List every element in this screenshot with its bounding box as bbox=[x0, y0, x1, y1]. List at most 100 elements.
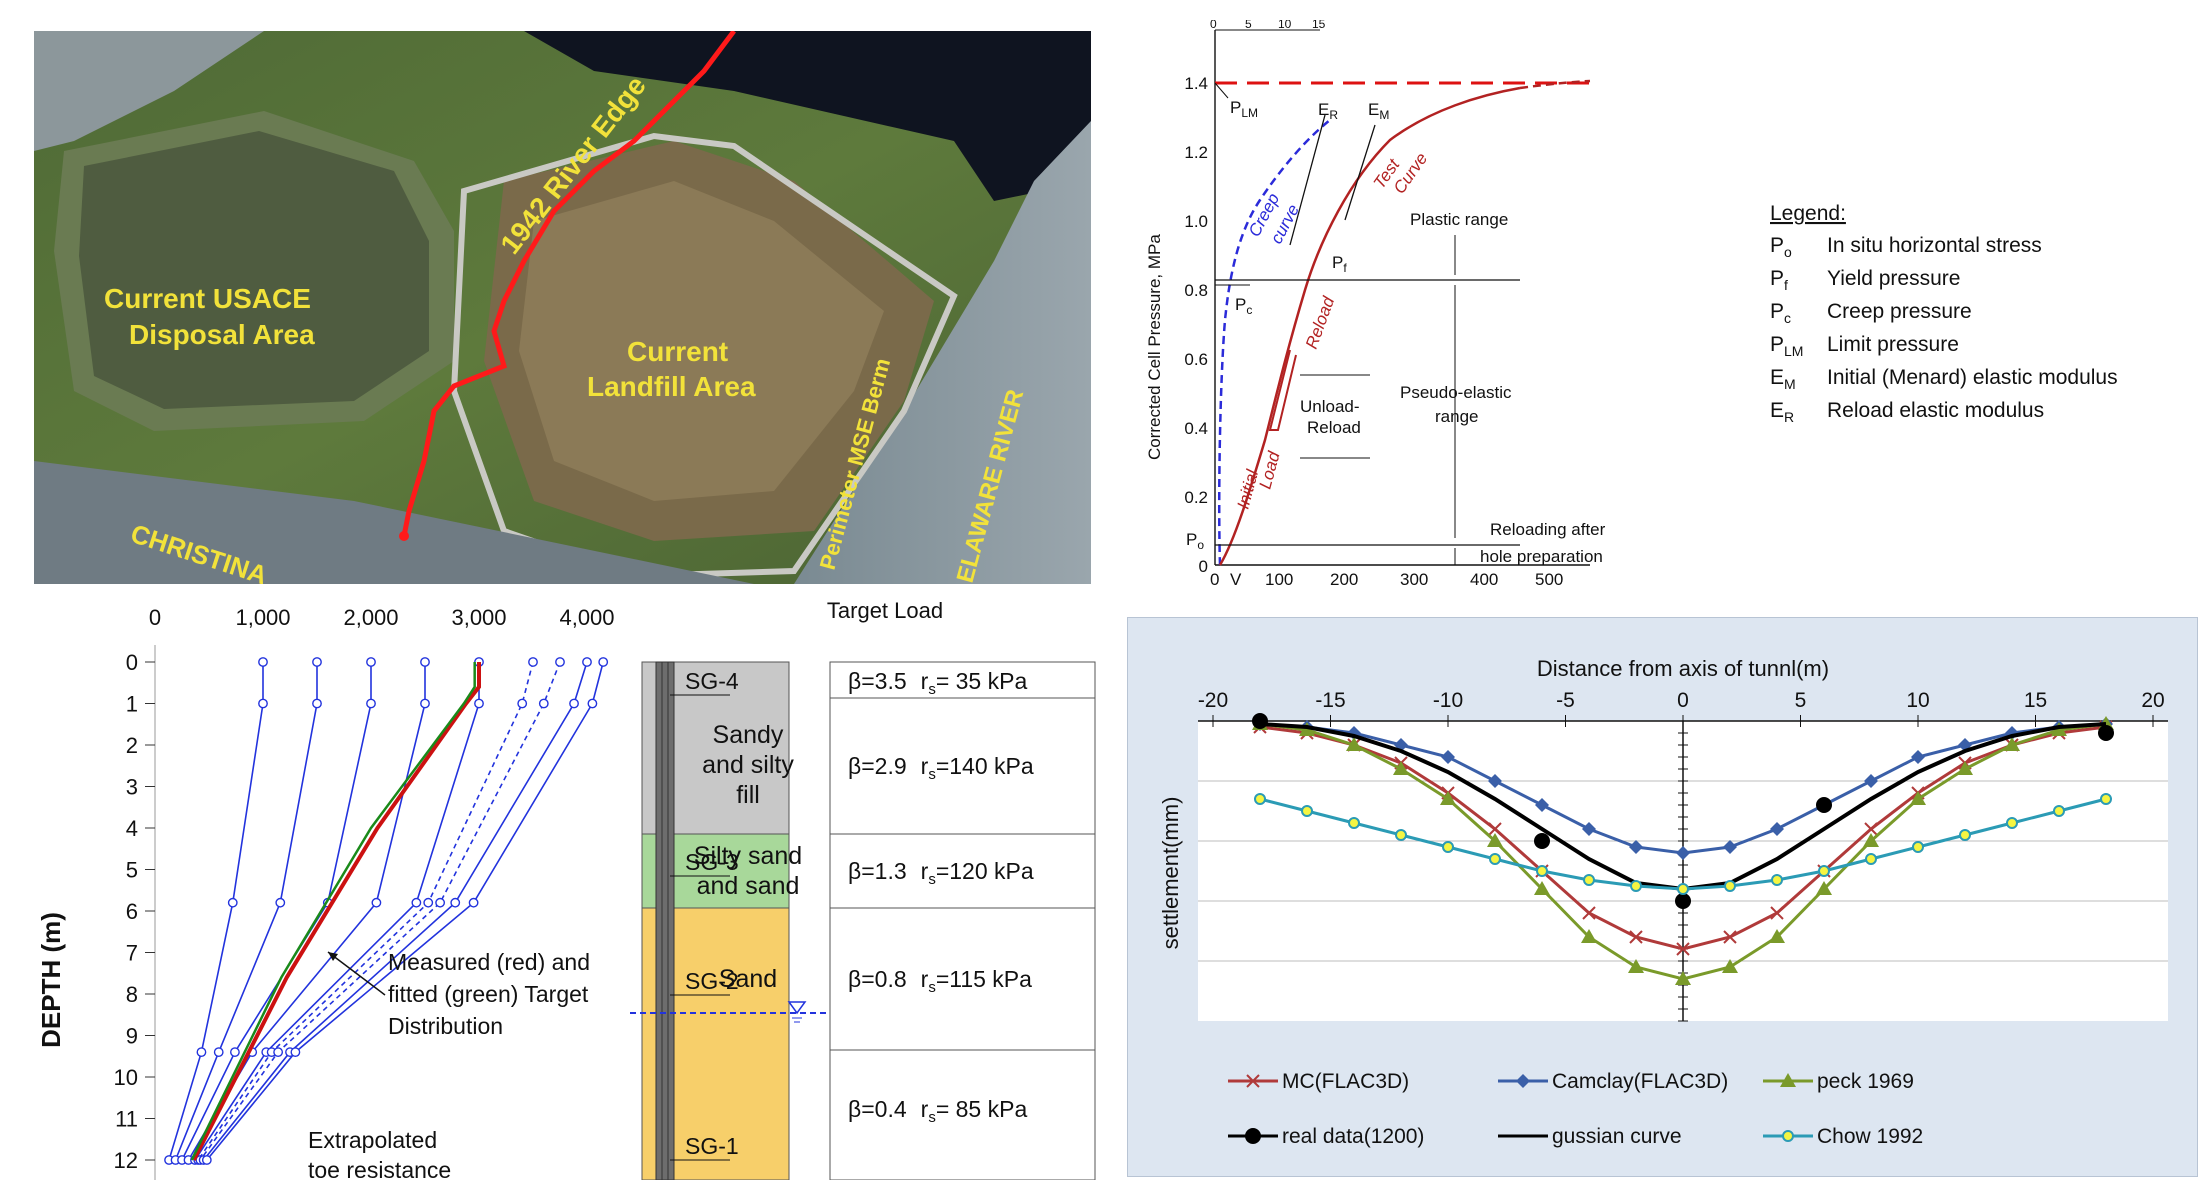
marker-triangle bbox=[1581, 929, 1597, 943]
gauge-sg1: SG-1 bbox=[685, 1133, 739, 1159]
layer-silty-label-2: and sand bbox=[697, 872, 800, 900]
depth-series-load-1000 bbox=[168, 662, 264, 1161]
depth-point bbox=[538, 698, 549, 709]
marker-diamond bbox=[1676, 846, 1690, 860]
marker-circle-small bbox=[1301, 805, 1313, 817]
landfill-label-2: Landfill Area bbox=[587, 371, 756, 402]
legend-label: Chow 1992 bbox=[1817, 1125, 1923, 1148]
depth-x-tick-2000: 2,000 bbox=[343, 605, 398, 630]
depth-series-load-3500-dash bbox=[197, 661, 534, 1161]
er-label: ER bbox=[1318, 100, 1338, 122]
layer-fill-label-2: and silty bbox=[702, 751, 794, 779]
marker-circle-small bbox=[1865, 853, 1877, 865]
depth-point bbox=[258, 657, 268, 667]
settle-ylabel: settlement(mm) bbox=[1158, 797, 1183, 950]
depth-point bbox=[598, 657, 609, 667]
marker-circle bbox=[1245, 1128, 1261, 1144]
depth-y-tick: 3 bbox=[126, 775, 138, 800]
settle-xlabel: Distance from axis of tunnl(m) bbox=[1537, 656, 1829, 681]
depth-series-load-3000 bbox=[194, 662, 480, 1161]
marker-triangle bbox=[1534, 881, 1550, 895]
depth-y-tick: 0 bbox=[126, 650, 138, 675]
unload-label-1: Unload- bbox=[1300, 397, 1360, 416]
depth-x-tick-1000: 1,000 bbox=[235, 605, 290, 630]
pc-label: Pc bbox=[1235, 295, 1252, 317]
marker-x bbox=[1246, 1074, 1260, 1088]
depth-series-load-1500 bbox=[174, 662, 318, 1161]
depth-ylabel: DEPTH (m) bbox=[36, 912, 66, 1048]
depth-y-tick: 10 bbox=[114, 1065, 138, 1090]
y-tick-1.0: 1.0 bbox=[1184, 212, 1208, 231]
param-row-3: β=1.3 rs=120 kPa bbox=[848, 858, 1034, 888]
depth-point bbox=[230, 1047, 240, 1057]
depth-point bbox=[517, 698, 528, 709]
x-tick-400: 400 bbox=[1470, 570, 1498, 585]
top-tick-10: 10 bbox=[1278, 20, 1292, 31]
marker-diamond bbox=[1582, 822, 1596, 836]
settle-x-tick: -15 bbox=[1315, 689, 1345, 712]
marker-triangle bbox=[1780, 1073, 1796, 1087]
x-tick-0: 0 bbox=[1210, 570, 1219, 585]
depth-point bbox=[312, 698, 322, 709]
marker-x bbox=[1676, 942, 1690, 956]
measured-annotation-3: Distribution bbox=[388, 1013, 503, 1039]
marker-circle-small bbox=[1489, 853, 1501, 865]
depth-series-load-2500 bbox=[187, 662, 426, 1161]
marker-triangle bbox=[1440, 791, 1456, 805]
top-tick-15: 15 bbox=[1312, 20, 1326, 31]
settlement-chart: Distance from axis of tunnl(m) settlemen… bbox=[1158, 656, 2168, 1148]
marker-triangle bbox=[1628, 959, 1644, 973]
marker-diamond bbox=[1770, 822, 1784, 836]
y-tick-0.2: 0.2 bbox=[1184, 488, 1208, 507]
depth-point bbox=[450, 897, 461, 908]
marker-circle bbox=[1816, 797, 1832, 813]
y-tick-0.8: 0.8 bbox=[1184, 281, 1208, 300]
measured-annotation-1: Measured (red) and bbox=[388, 949, 590, 975]
aerial-photo: 1942 River Edge Current USACE Disposal A… bbox=[34, 31, 1091, 584]
marker-triangle bbox=[1957, 761, 1973, 775]
marker-triangle bbox=[1722, 959, 1738, 973]
depth-x-tick-4000: 4,000 bbox=[559, 605, 614, 630]
usace-label-2: Disposal Area bbox=[129, 319, 315, 350]
parameter-table bbox=[829, 661, 1096, 1180]
legend-title: Legend: bbox=[1770, 202, 1846, 225]
depth-point bbox=[312, 657, 322, 667]
marker-circle-small bbox=[1442, 841, 1454, 853]
legend-item-er: ER Reload elastic modulus bbox=[1770, 399, 2044, 427]
depth-point bbox=[275, 897, 286, 908]
depth-x-tick-3000: 3,000 bbox=[451, 605, 506, 630]
aerial-photo-panel: 1942 River Edge Current USACE Disposal A… bbox=[34, 31, 1091, 584]
depth-series-load-4000b bbox=[206, 661, 604, 1161]
marker-triangle bbox=[1675, 971, 1691, 985]
legend-label: MC(FLAC3D) bbox=[1282, 1070, 1409, 1093]
marker-circle-small bbox=[1630, 880, 1642, 892]
extrap-annotation-1: Extrapolated bbox=[308, 1127, 437, 1153]
marker-circle-small bbox=[1959, 829, 1971, 841]
depth-point bbox=[366, 698, 376, 709]
layer-fill-label-3: fill bbox=[736, 781, 760, 809]
usace-label-1: Current USACE bbox=[104, 283, 311, 314]
marker-diamond bbox=[1535, 798, 1549, 812]
marker-diamond bbox=[1911, 750, 1925, 764]
gauge-sg2: SG-2 bbox=[685, 968, 739, 994]
depth-y-tick: 8 bbox=[126, 982, 138, 1007]
x-tick-100: 100 bbox=[1265, 570, 1293, 585]
marker-triangle bbox=[1863, 833, 1879, 847]
marker-triangle bbox=[1393, 761, 1409, 775]
legend-item-em: EM Initial (Menard) elastic modulus bbox=[1770, 366, 2118, 394]
depth-point bbox=[420, 657, 430, 667]
reloading-label-1: Reloading after bbox=[1490, 520, 1606, 539]
settle-x-tick: 0 bbox=[1677, 689, 1689, 712]
depth-y-tick: 2 bbox=[126, 733, 138, 758]
depth-y-tick: 11 bbox=[115, 1107, 138, 1132]
depth-point bbox=[201, 1155, 212, 1165]
depth-x-tick-0: 0 bbox=[149, 605, 161, 630]
depth-point bbox=[420, 698, 430, 709]
marker-diamond bbox=[1516, 1074, 1530, 1088]
legend-item-plm: PLM Limit pressure bbox=[1770, 333, 1959, 361]
unload-label-2: Reload bbox=[1307, 418, 1361, 437]
marker-diamond bbox=[1864, 774, 1878, 788]
plm-label: PLM bbox=[1230, 98, 1258, 120]
depth-point bbox=[528, 657, 538, 667]
depth-series-load-3750-dash bbox=[199, 661, 561, 1161]
